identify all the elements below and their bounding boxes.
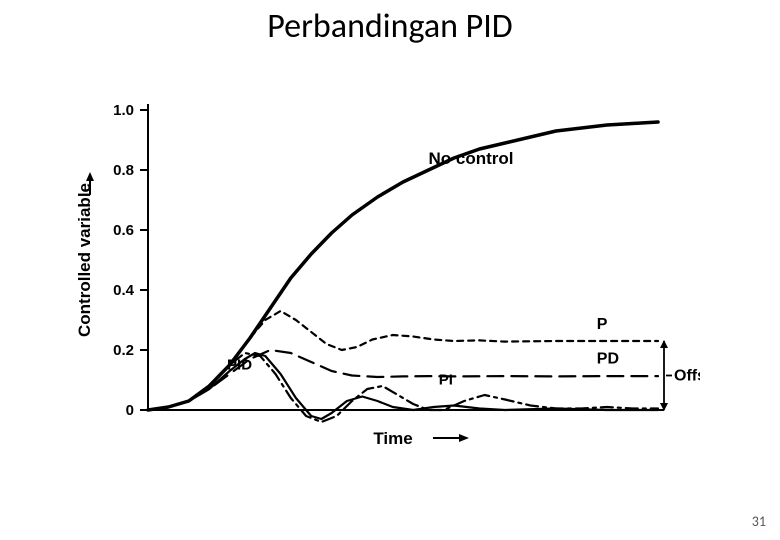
svg-text:PID: PID <box>227 357 252 374</box>
chart-container: 0 0.2 0.4 0.6 0.8 1.0 Controlled variable Time N… <box>60 90 700 470</box>
slide: Perbandingan PID 0 0.2 0.4 0.6 0.8 1.0 Control… <box>0 0 780 540</box>
svg-text:No control: No control <box>429 149 514 168</box>
svg-text:0.4: 0.4 <box>113 282 135 299</box>
svg-text:0.2: 0.2 <box>113 342 134 359</box>
svg-text:1.0: 1.0 <box>113 102 134 119</box>
svg-text:Controlled variable: Controlled variable <box>75 183 94 337</box>
page-title: Perbandingan PID <box>0 6 780 47</box>
svg-text:PD: PD <box>597 351 619 368</box>
page-number: 31 <box>752 513 766 530</box>
svg-text:PI: PI <box>439 372 453 389</box>
pid-comparison-chart: 0 0.2 0.4 0.6 0.8 1.0 Controlled variable Time N… <box>60 90 700 470</box>
svg-text:0.6: 0.6 <box>113 222 134 239</box>
svg-text:P: P <box>597 316 608 333</box>
svg-text:0: 0 <box>126 402 134 419</box>
svg-text:Offset: Offset <box>674 368 700 385</box>
svg-text:Time: Time <box>373 429 412 448</box>
svg-text:0.8: 0.8 <box>113 162 134 179</box>
